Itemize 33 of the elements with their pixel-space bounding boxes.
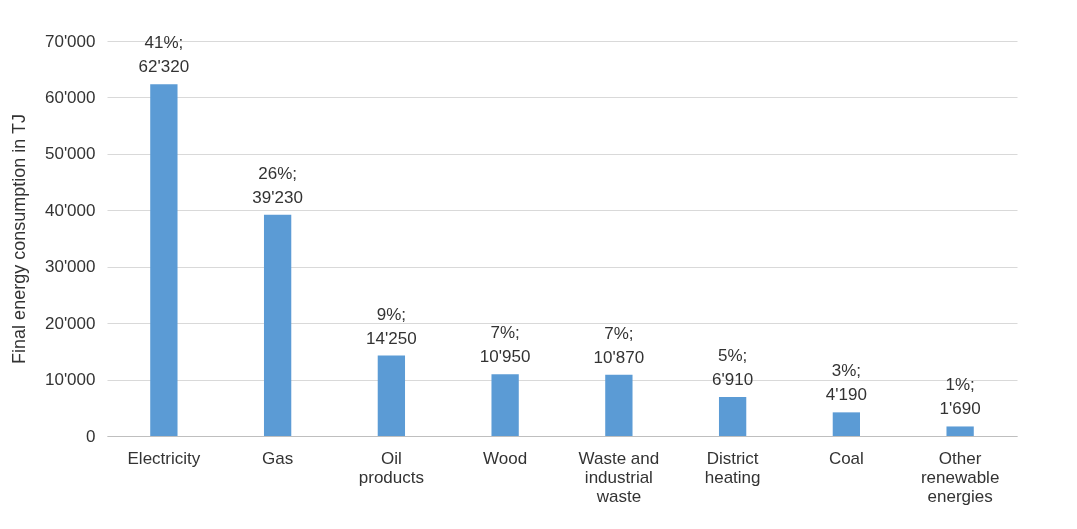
x-tick-label: Waste and industrial waste	[578, 448, 660, 506]
data-label: 3%; 4'190	[825, 361, 867, 405]
data-label: 7%; 10'950	[479, 323, 531, 367]
x-tick-label: Other renewable energies	[920, 448, 1000, 506]
x-tick-label: Oil products	[358, 448, 424, 487]
data-label: 41%; 62'320	[138, 33, 190, 77]
x-tick-label: Electricity	[127, 448, 201, 468]
data-label: 9%; 14'250	[366, 304, 417, 348]
y-tick-label: 30'000	[44, 257, 96, 277]
bar	[832, 412, 861, 436]
data-label: 7%; 10'870	[593, 323, 645, 367]
bar	[718, 397, 747, 436]
y-tick-label: 20'000	[44, 313, 96, 333]
bar	[605, 374, 633, 436]
y-axis-title: Final energy consumption in TJ	[8, 114, 29, 364]
y-tick-label: 50'000	[44, 144, 96, 164]
x-tick-label: District heating	[704, 448, 761, 487]
x-tick-label: Coal	[828, 448, 864, 468]
bar	[377, 355, 406, 436]
y-tick-label: 40'000	[44, 200, 96, 220]
x-tick-label: Gas	[262, 448, 294, 468]
data-label: 5%; 6'910	[712, 346, 754, 390]
y-tick-label: 0	[86, 426, 96, 446]
bar	[946, 426, 974, 436]
x-tick-label: Wood	[483, 448, 528, 468]
y-tick-label: 60'000	[44, 87, 96, 107]
bar	[150, 84, 178, 436]
data-label: 26%; 39'230	[252, 163, 303, 207]
y-tick-label: 10'000	[44, 370, 96, 390]
bar	[263, 214, 292, 436]
data-label: 1%; 1'690	[939, 375, 981, 419]
y-tick-label: 70'000	[44, 31, 96, 51]
bar	[491, 374, 519, 436]
